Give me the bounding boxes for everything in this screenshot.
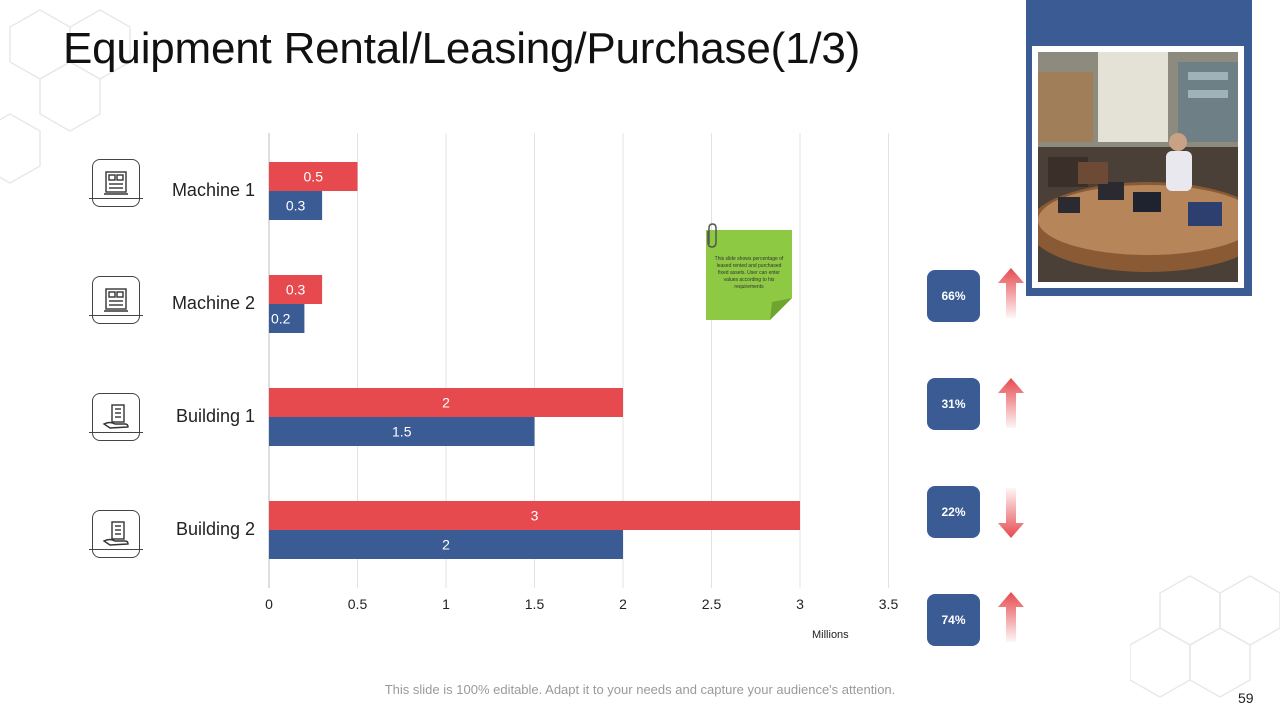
- bar: [269, 530, 623, 559]
- building-hand-icon: [89, 510, 143, 558]
- bar: [269, 162, 358, 191]
- x-tick-label: 0: [265, 596, 273, 612]
- x-tick-label: 1: [442, 596, 450, 612]
- bar-value-label: 3: [531, 508, 539, 524]
- percent-badge: 74%: [927, 594, 980, 646]
- bar-value-label: 0.3: [286, 198, 306, 214]
- sticky-note: [706, 230, 792, 320]
- arrow-down-icon: [998, 488, 1024, 538]
- paperclip-icon: [707, 223, 717, 248]
- x-tick-label: 2.5: [702, 596, 722, 612]
- arrow-up-icon: [998, 592, 1024, 642]
- bar: [269, 275, 323, 304]
- bar-value-label: 1.5: [392, 424, 412, 440]
- slide-title: Equipment Rental/Leasing/Purchase(1/3): [63, 24, 861, 73]
- bar: [269, 388, 623, 417]
- bar: [269, 501, 800, 530]
- percent-badge: 66%: [927, 270, 980, 322]
- bar-value-label: 0.5: [304, 169, 324, 185]
- x-tick-label: 3: [796, 596, 804, 612]
- bar: [269, 191, 323, 220]
- x-tick-label: 1.5: [525, 596, 545, 612]
- machine-icon: [89, 159, 143, 207]
- bar-value-label: 2: [442, 537, 450, 553]
- hexagon-pattern-top-left: [0, 9, 131, 184]
- row-label-machine-2: Machine 2: [171, 293, 255, 313]
- building-hand-icon: [89, 393, 143, 441]
- x-tick-label: 2: [619, 596, 627, 612]
- page-number: 59: [1238, 690, 1254, 706]
- bar: [269, 304, 305, 333]
- x-tick-label: 0.5: [348, 596, 368, 612]
- row-label-building-2: Building 2: [175, 519, 255, 539]
- row-label-machine-1: Machine 1: [171, 180, 255, 200]
- sticky-note-text: This slide shows percentage of leased re…: [714, 256, 784, 290]
- hexagon-pattern-bottom-right: [1130, 575, 1280, 698]
- percent-badge: 22%: [927, 486, 980, 538]
- office-photo: [1032, 46, 1244, 288]
- bar-value-label: 0.3: [286, 282, 306, 298]
- axis-unit-label: Millions: [812, 629, 849, 641]
- machine-icon: [89, 276, 143, 324]
- x-tick-label: 3.5: [879, 596, 899, 612]
- arrow-up-icon: [998, 378, 1024, 428]
- bar-value-label: 0.2: [271, 311, 291, 327]
- arrow-up-icon: [998, 268, 1024, 318]
- bar: [269, 417, 535, 446]
- bar-value-label: 2: [442, 395, 450, 411]
- percent-badge: 31%: [927, 378, 980, 430]
- footer-note: This slide is 100% editable. Adapt it to…: [384, 682, 896, 697]
- row-label-building-1: Building 1: [175, 406, 255, 426]
